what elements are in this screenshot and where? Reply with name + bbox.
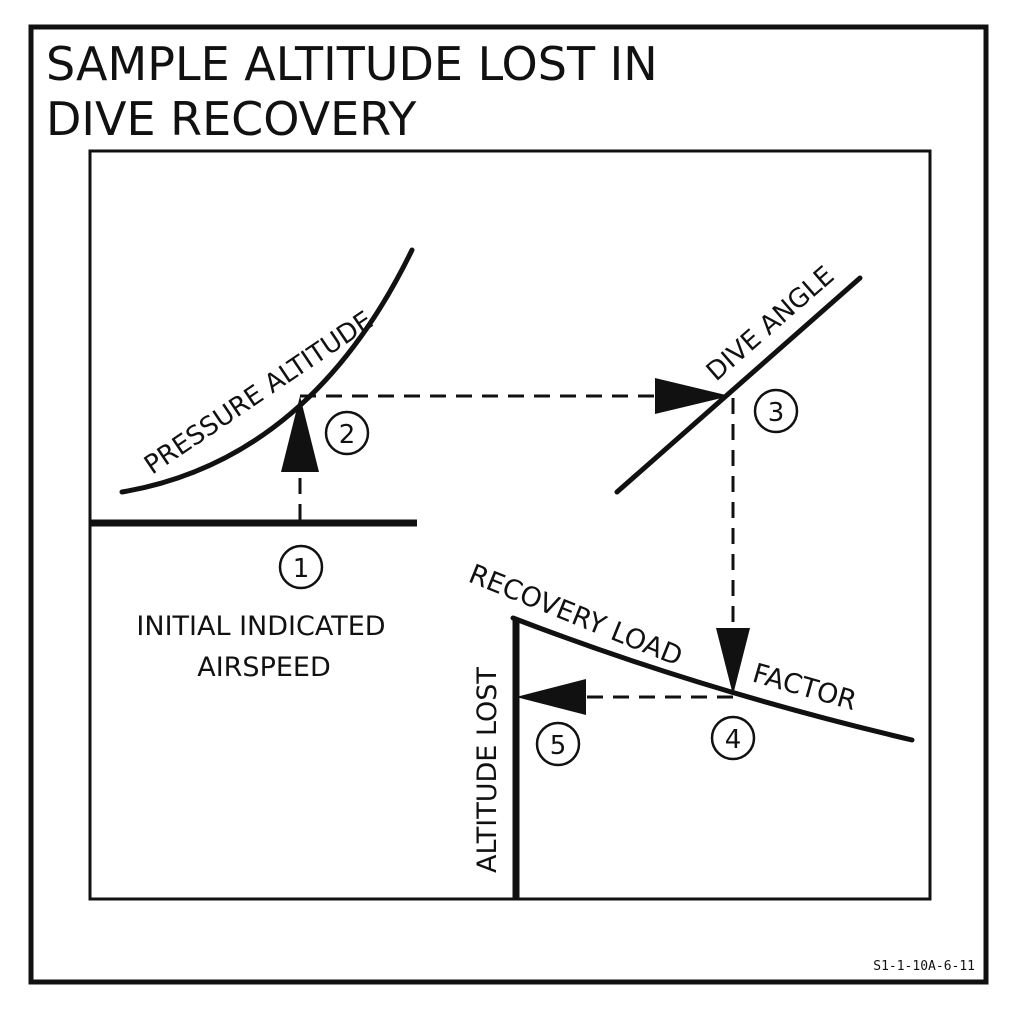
arrowhead-left	[516, 679, 586, 715]
altitude-lost-label: ALTITUDE LOST	[472, 667, 503, 873]
arrowhead-down	[716, 628, 750, 695]
figure-code: S1-1-10A-6-11	[873, 959, 975, 974]
step-number-1: 1	[293, 554, 310, 584]
step-marker-3: 3	[753, 388, 799, 434]
step-marker-2: 2	[324, 410, 370, 456]
initial-airspeed-label-line-1: INITIAL INDICATED	[136, 611, 385, 642]
initial-airspeed-label-line-2: AIRSPEED	[197, 652, 331, 683]
step-number-4: 4	[725, 725, 742, 755]
arrowhead-right	[655, 378, 730, 414]
arrowhead-up	[281, 396, 319, 472]
title-line-2: DIVE RECOVERY	[46, 92, 417, 146]
pressure-altitude-curve	[119, 247, 415, 495]
step-number-3: 3	[768, 398, 785, 428]
step-marker-1: 1	[278, 544, 324, 590]
title-line-1: SAMPLE ALTITUDE LOST IN	[46, 37, 658, 91]
step-number-5: 5	[550, 731, 567, 761]
recovery-load-factor-curve	[510, 615, 915, 743]
step-number-2: 2	[339, 420, 356, 450]
outer-border	[28, 24, 989, 985]
recovery-load-label: RECOVERY LOAD	[464, 559, 686, 673]
dive-angle-label: DIVE ANGLE	[701, 261, 840, 388]
step-marker-5: 5	[535, 721, 581, 767]
dive-angle-line	[614, 275, 863, 495]
factor-label: FACTOR	[749, 658, 860, 717]
step-marker-4: 4	[710, 715, 756, 761]
